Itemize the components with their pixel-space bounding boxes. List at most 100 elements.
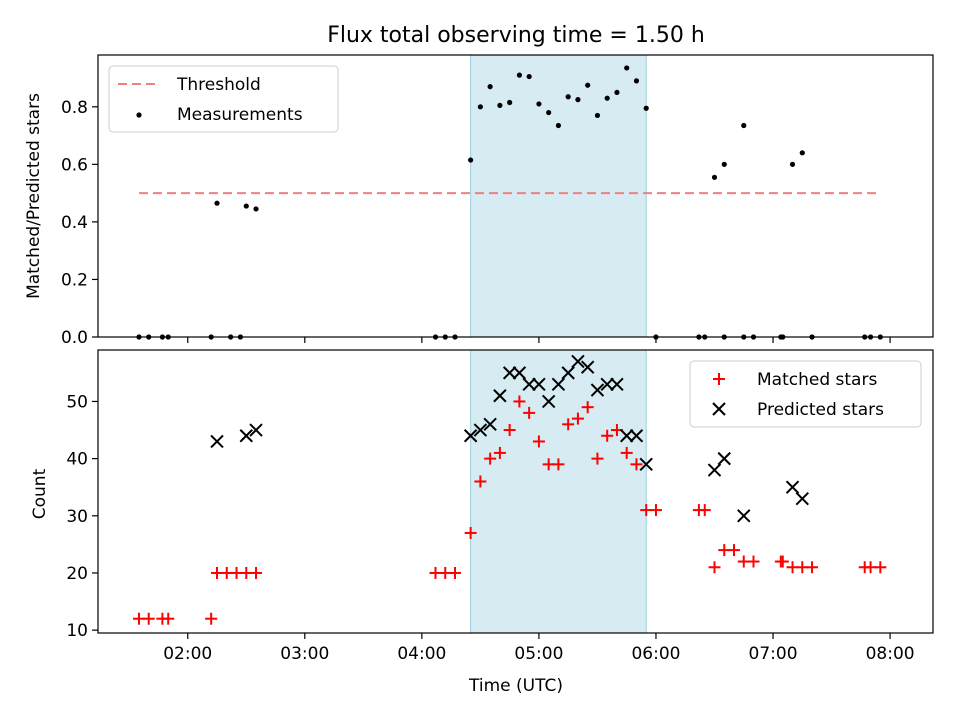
predicted-star-point [512,366,527,380]
matched-star-point [532,435,545,448]
x-tick-label: 05:00 [514,644,563,664]
x-tick-label: 06:00 [631,644,680,664]
predicted-star-point [629,429,644,443]
matched-star-point [874,561,887,574]
bottom-y-axis: 10 20 30 40 50 [66,392,98,641]
measurement-point [214,200,220,206]
predicted-stars-series [210,354,809,523]
predicted-star-point [590,383,605,397]
matched-star-point [484,452,497,465]
measurement-point [526,73,532,80]
predicted-star-point [571,354,585,369]
predicted-star-point [600,377,614,392]
predicted-star-point [522,377,536,392]
y-tick-label: 0.4 [61,213,88,233]
predicted-star-point [463,429,478,443]
bottom-legend: Matched stars Predicted stars [689,360,922,428]
x-tick-label: 03:00 [280,644,329,664]
measurement-point [711,174,718,180]
predicted-star-point [493,389,507,403]
matched-star-point [601,429,614,442]
matched-star-point [250,566,263,579]
bottom-legend-box [689,360,922,428]
predicted-star-point [483,417,497,432]
matched-star-point [464,526,477,539]
predicted-star-point [619,429,634,443]
measurement-point [799,150,805,156]
predicted-star-point [785,480,800,494]
measurement-point [497,102,503,108]
bottom-plot-frame [97,349,934,634]
matched-star-point [162,612,175,625]
y-tick-label: 40 [66,450,88,470]
matched-stars-legend-label: Matched stars [757,370,877,390]
measurement-point [633,78,640,84]
predicted-star-point [551,377,566,392]
top-x-axis [187,337,891,343]
predicted-star-point [580,360,595,374]
matched-star-point [776,555,789,568]
top-y-axis-label: Matched/Predicted stars [24,93,44,299]
predicted-star-point [717,451,731,466]
measurement-point [721,161,727,167]
predicted-star-point [707,463,722,477]
predicted-star-point [737,509,751,523]
predicted-star-point [639,457,653,472]
matched-star-point [503,424,516,437]
top-plot-frame [97,54,934,338]
matched-star-point [571,412,584,425]
measurement-point [585,82,591,88]
matched-star-point [806,561,819,574]
matched-star-point [142,612,155,625]
x-tick-label: 04:00 [397,644,446,664]
matched-star-point [747,555,760,568]
measurement-point [643,105,649,111]
top-y-axis: 0.0 0.2 0.4 0.6 0.8 [61,98,98,348]
measurements-legend-label: Measurements [177,105,303,125]
measurement-point [575,97,581,103]
predicted-star-point [541,394,556,409]
x-axis-label: Time (UTC) [468,676,563,696]
x-tick-label: 07:00 [749,644,798,664]
measurement-point [516,72,523,78]
top-highlight-span [470,54,647,338]
bottom-panel: 10 20 30 40 50 02:00 03:00 04:00 05:00 06:00 07:0… [30,349,934,696]
predicted-star-point [473,423,488,437]
y-tick-label: 30 [66,507,88,527]
measurement-point [507,99,513,106]
predicted-star-point [239,429,253,443]
matched-star-point [728,544,741,557]
measurement-point [253,206,259,212]
top-panel: 0.00.20.40.60.8 Matched/Predicted stars … [24,54,934,348]
y-tick-label: 50 [66,392,88,412]
matched-star-point [630,458,643,471]
matched-star-point [474,475,487,488]
predicted-stars-legend-label: Predicted stars [757,400,884,420]
y-tick-label: 0.8 [61,98,88,118]
bottom-y-axis-label: Count [30,468,50,519]
predicted-star-point [795,491,809,506]
predicted-star-point [502,366,517,380]
measurement-point [487,84,493,90]
matched-star-point [591,452,604,465]
measurement-point [624,65,630,71]
bottom-highlight-span [470,349,647,634]
top-legend-box [108,65,339,133]
y-tick-label: 0.2 [61,270,88,290]
matched-star-point [493,446,506,459]
matched-star-point [708,561,721,574]
top-legend: Threshold Measurements [108,65,339,133]
matched-star-point [205,612,218,625]
predicted-stars-legend-swatch [712,402,726,416]
y-tick-label: 20 [66,564,88,584]
matched-star-point [562,418,575,431]
matched-star-point [552,458,565,471]
measurement-point [789,161,796,167]
matched-stars-legend-swatch [713,373,725,385]
measurement-point [546,109,552,116]
y-tick-label: 10 [66,621,88,641]
chart-title: Flux total observing time = 1.50 h [327,23,705,48]
measurement-point [477,104,483,110]
measurement-point [594,112,601,119]
measurement-point [565,94,571,100]
